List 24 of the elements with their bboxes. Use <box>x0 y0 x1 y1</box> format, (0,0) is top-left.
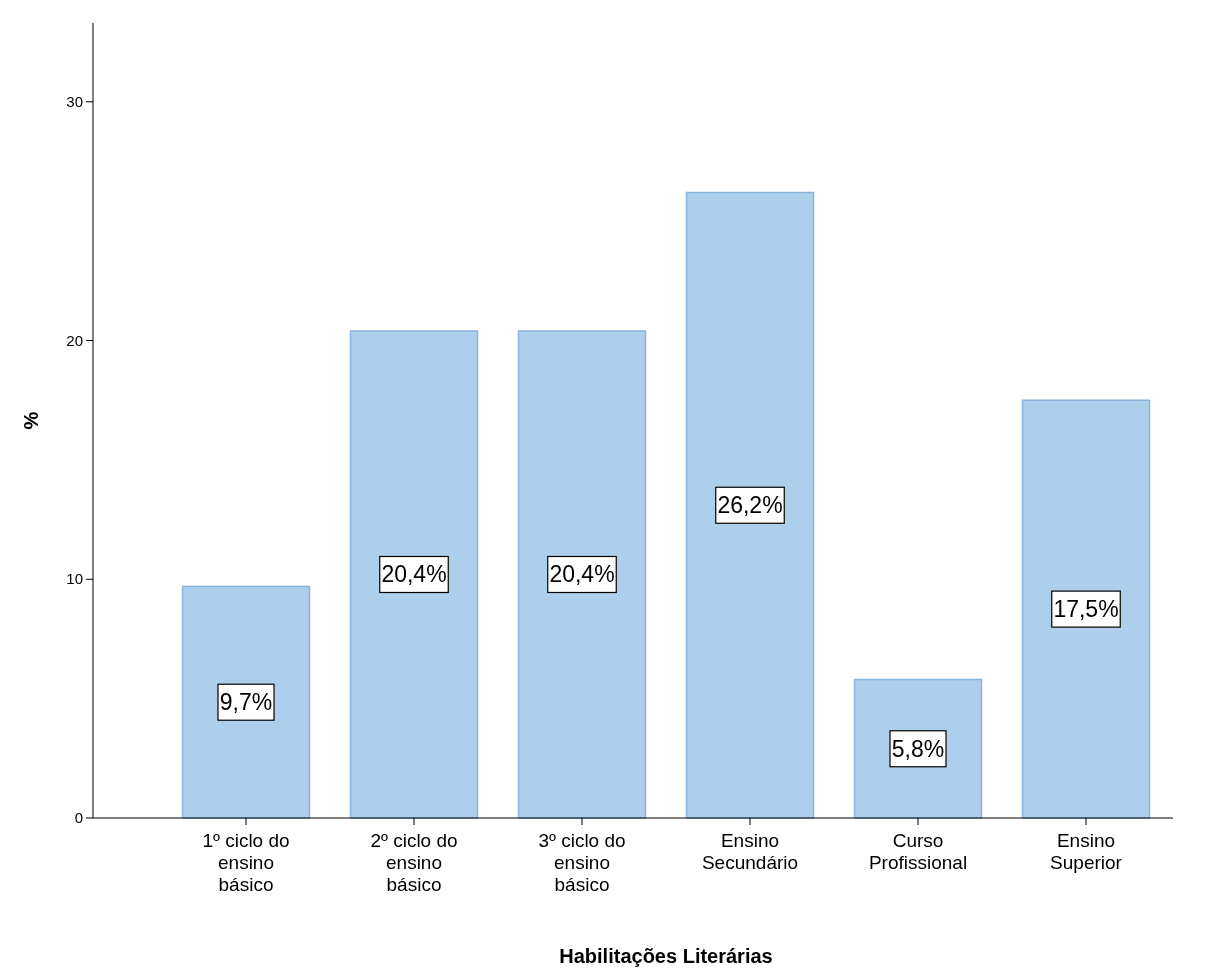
x-tick-label: 3º ciclo do ensino básico <box>538 830 626 895</box>
y-tick-label: 20 <box>66 331 83 349</box>
x-tick-label: 2º ciclo do ensino básico <box>370 830 458 895</box>
x-tick-label: Curso Profissional <box>868 830 968 873</box>
data-label: 20,4% <box>381 561 447 588</box>
bar <box>349 330 479 819</box>
x-tick-label: 1º ciclo do ensino básico <box>202 830 290 895</box>
y-tick-label: 10 <box>66 570 83 588</box>
y-axis-title: % <box>20 411 42 430</box>
data-label: 20,4% <box>549 561 615 588</box>
bar <box>517 330 647 819</box>
x-tick-label: Ensino Secundário <box>701 830 799 873</box>
x-tick-label: Ensino Superior <box>1050 830 1123 873</box>
x-axis-title: Habilitações Literárias <box>559 945 773 967</box>
data-label: 9,7% <box>219 689 273 716</box>
data-label: 17,5% <box>1053 596 1119 623</box>
data-label: 26,2% <box>717 492 783 519</box>
bar <box>1021 399 1151 819</box>
bar <box>685 191 815 819</box>
y-tick-label: 30 <box>66 92 83 110</box>
bar <box>853 678 983 819</box>
data-label: 5,8% <box>891 735 945 762</box>
y-tick-label: 0 <box>74 809 83 826</box>
bar <box>181 585 311 819</box>
